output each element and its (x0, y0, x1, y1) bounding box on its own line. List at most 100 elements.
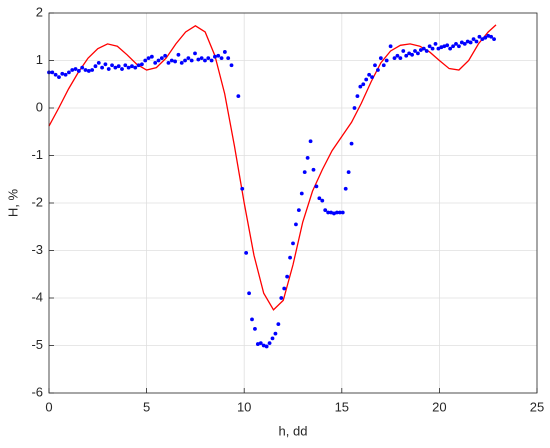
point (209, 58, 214, 63)
point (326, 210, 331, 215)
point (317, 196, 322, 201)
point (276, 322, 281, 327)
point (247, 291, 251, 296)
y-tick-label: -1 (31, 147, 43, 162)
point (462, 41, 467, 46)
point (203, 58, 207, 63)
point (63, 72, 68, 77)
x-tick-label: 5 (143, 399, 150, 414)
point (358, 84, 363, 89)
point (253, 326, 257, 331)
point (273, 331, 278, 336)
point (206, 56, 211, 61)
point (282, 286, 287, 291)
point (123, 63, 128, 68)
point (367, 72, 372, 77)
point (483, 35, 488, 40)
point (136, 63, 141, 68)
y-tick-label: 1 (36, 52, 43, 67)
point (199, 56, 204, 61)
point (106, 67, 111, 71)
x-tick-label: 0 (45, 399, 52, 414)
y-tick-label: -5 (31, 337, 43, 352)
y-axis-label: H, % (5, 188, 20, 217)
point (320, 198, 325, 203)
point (416, 51, 420, 56)
point (153, 60, 158, 65)
point (179, 60, 184, 65)
point (296, 208, 301, 213)
point (349, 141, 354, 146)
point (361, 82, 366, 87)
point (413, 49, 417, 53)
point (130, 64, 134, 69)
point (73, 67, 78, 71)
x-tick-label: 25 (530, 399, 544, 414)
point (308, 139, 313, 144)
point (67, 70, 71, 75)
point (445, 43, 450, 48)
point (343, 186, 348, 191)
point (364, 77, 369, 82)
point (176, 52, 181, 57)
point (376, 68, 380, 72)
point (83, 68, 88, 72)
point (258, 341, 263, 346)
point (126, 65, 131, 70)
point (120, 67, 124, 71)
y-tick-label: -2 (31, 194, 43, 209)
y-tick-label: -3 (31, 242, 43, 257)
point (468, 40, 473, 45)
point (110, 63, 114, 68)
x-axis-label: h, dd (279, 423, 308, 438)
point (183, 58, 187, 63)
point (216, 53, 221, 58)
point (294, 222, 298, 227)
point (193, 51, 197, 56)
point (314, 184, 319, 189)
point (149, 54, 154, 59)
point (159, 56, 164, 61)
point (302, 170, 307, 175)
point (439, 45, 444, 50)
point (404, 53, 409, 58)
point (489, 34, 494, 39)
x-tick-label: 10 (237, 399, 251, 414)
point (480, 37, 485, 42)
point (471, 37, 476, 42)
point (288, 255, 292, 260)
point (264, 344, 269, 349)
point (133, 65, 138, 70)
point (388, 44, 393, 49)
point (57, 75, 61, 80)
point (113, 65, 118, 70)
point (392, 56, 397, 61)
point (355, 94, 360, 99)
point (60, 71, 65, 76)
point (454, 41, 458, 46)
point (433, 41, 438, 46)
point (229, 63, 234, 68)
point (442, 44, 447, 49)
point (146, 56, 151, 61)
point (250, 317, 254, 322)
point (421, 46, 426, 51)
point (395, 53, 400, 58)
point (267, 341, 272, 346)
point (90, 68, 95, 72)
point (173, 59, 177, 64)
point (236, 94, 241, 99)
point (401, 49, 406, 53)
point (299, 191, 304, 196)
y-tick-label: -6 (31, 384, 43, 399)
point (436, 46, 441, 51)
point (398, 56, 403, 61)
point (340, 210, 345, 215)
point (116, 64, 121, 69)
point (222, 50, 227, 54)
point (323, 208, 328, 213)
point (76, 69, 81, 73)
point (156, 58, 161, 63)
point (410, 52, 414, 57)
